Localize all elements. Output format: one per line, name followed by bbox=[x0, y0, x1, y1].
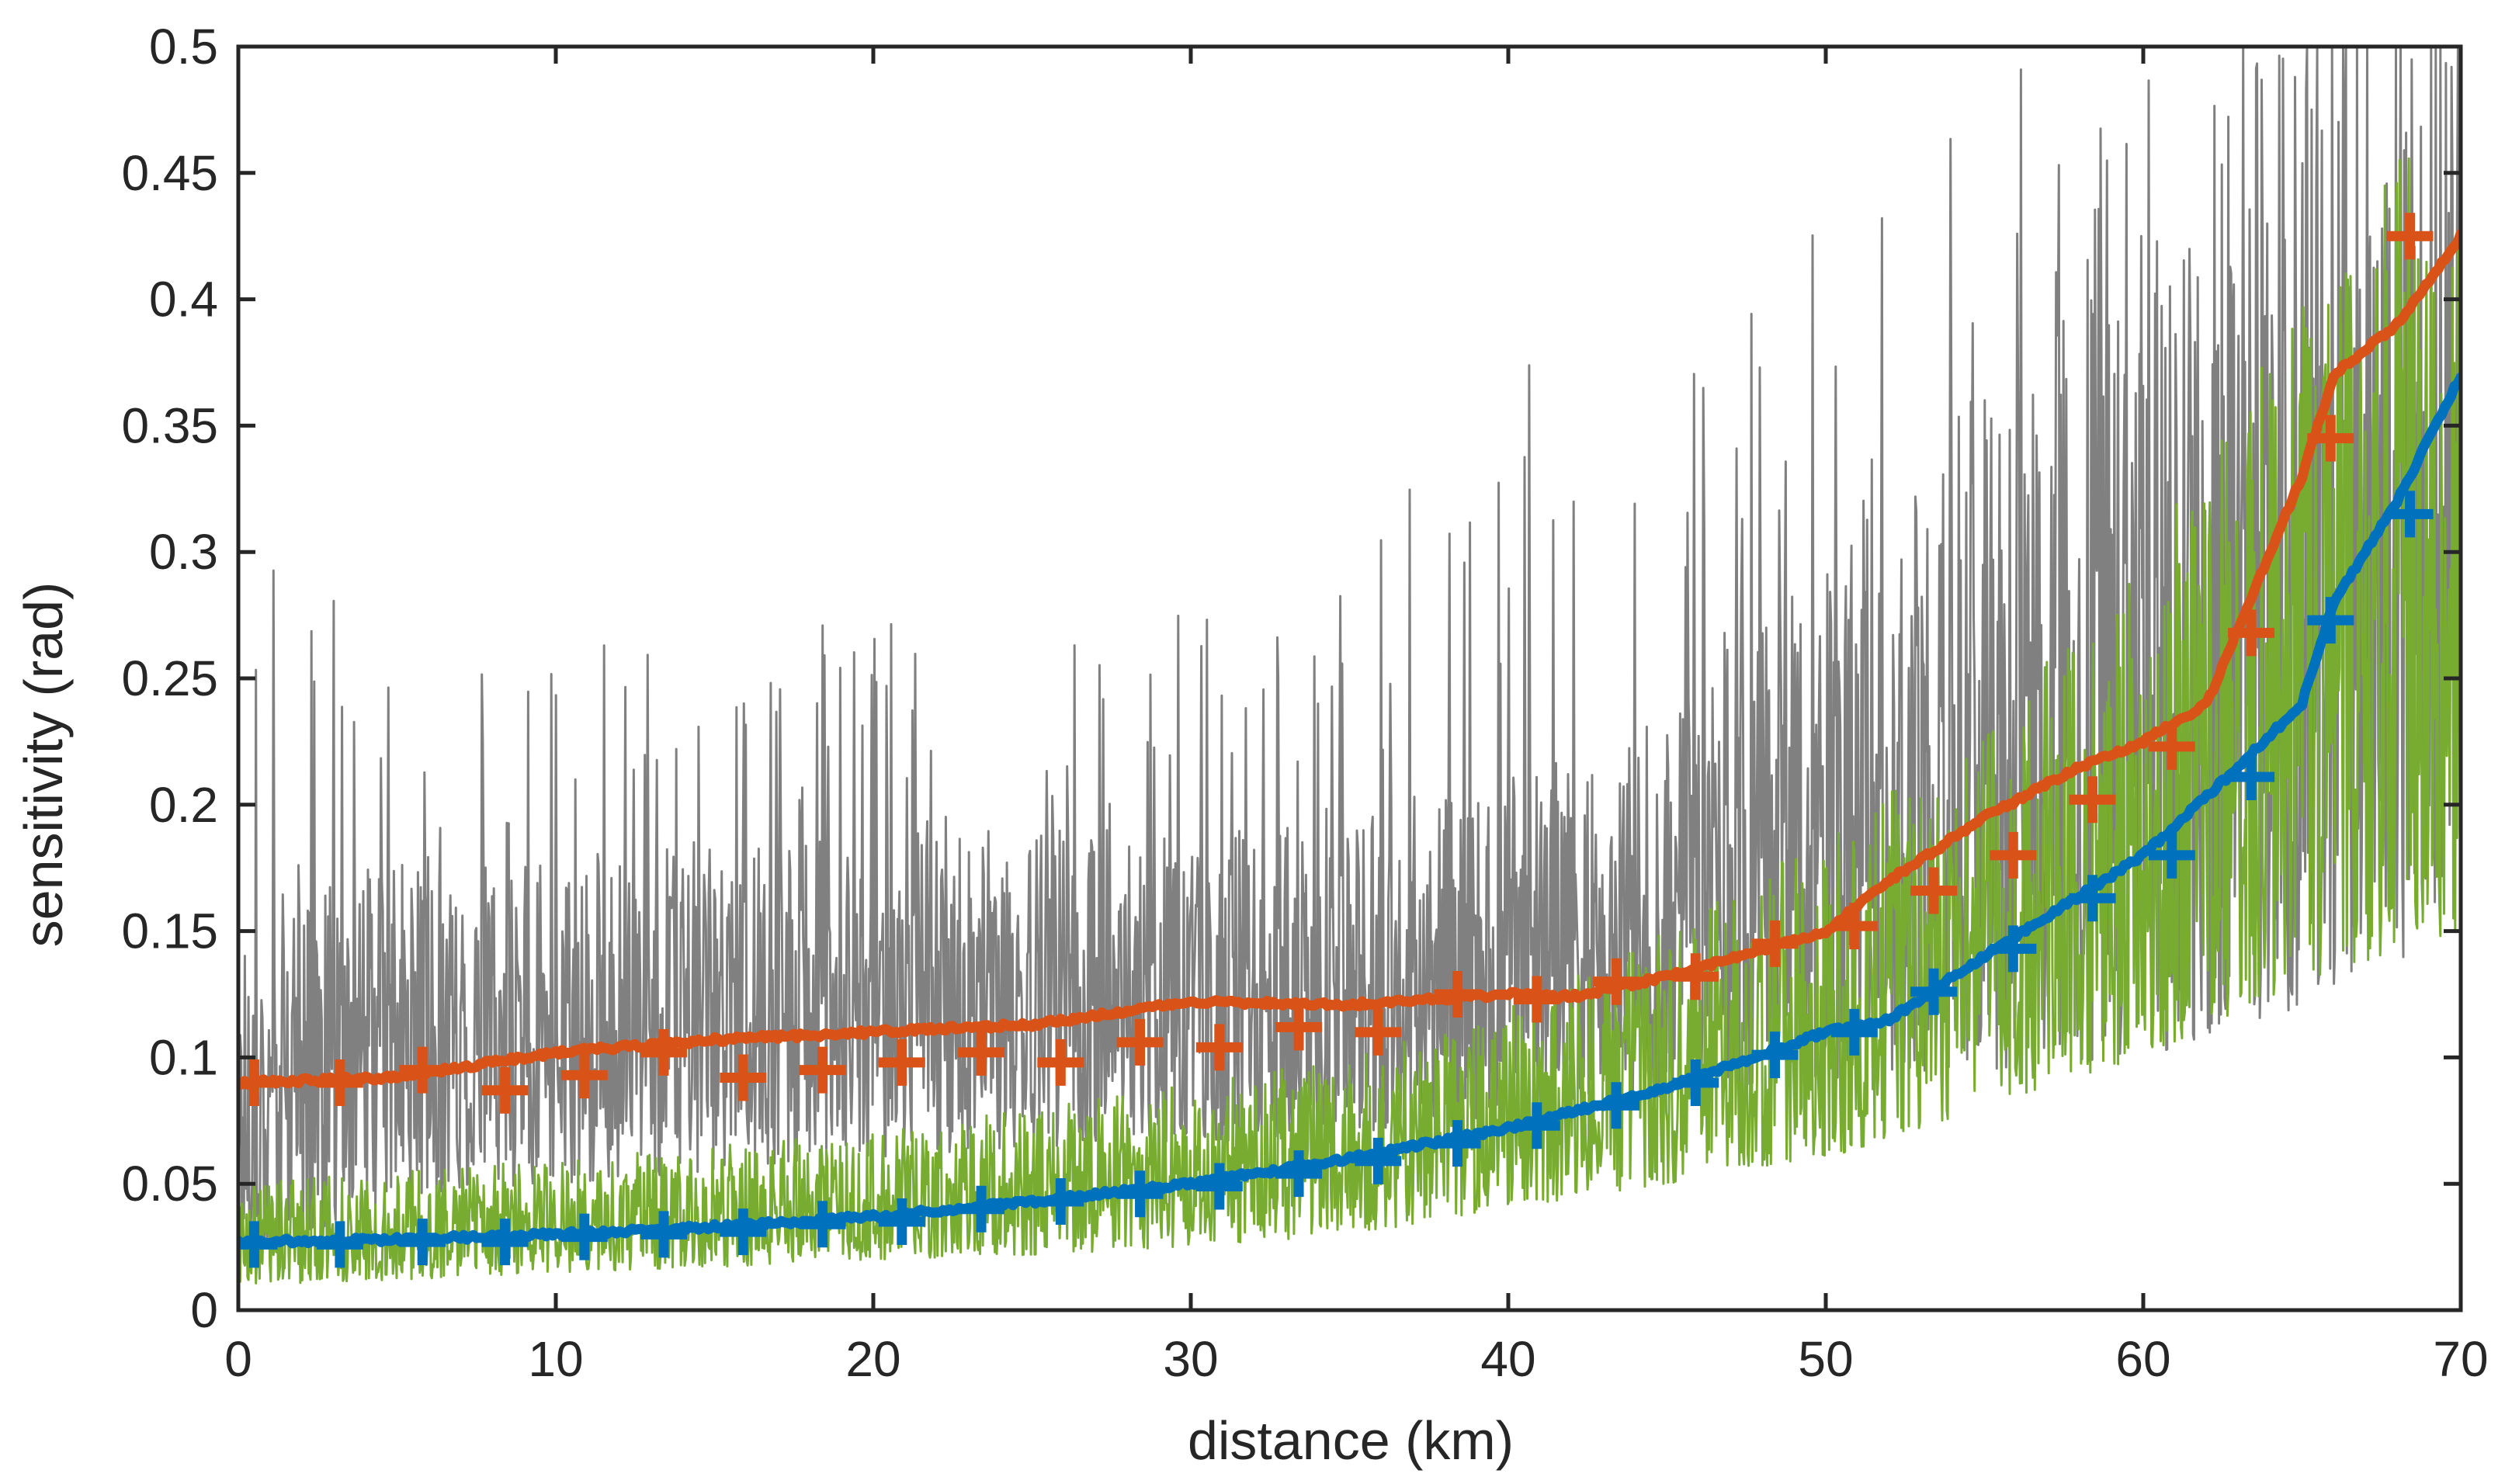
noise-traces bbox=[238, 47, 2461, 1285]
blue-marker-7 bbox=[799, 1201, 846, 1248]
blue-marker-4 bbox=[560, 1213, 608, 1260]
orange-marker-4 bbox=[560, 1052, 608, 1099]
x-tick-label-7: 70 bbox=[2433, 1331, 2488, 1387]
orange-marker-9 bbox=[958, 1028, 1005, 1076]
orange-marker-17 bbox=[1593, 958, 1640, 1005]
y-tick-label-6: 0.3 bbox=[149, 524, 218, 580]
blue-marker-14 bbox=[1355, 1137, 1402, 1184]
orange-marker-11 bbox=[1116, 1018, 1164, 1066]
y-tick-label-0: 0 bbox=[190, 1282, 218, 1338]
y-tick-label-1: 0.05 bbox=[121, 1156, 218, 1212]
x-tick-label-1: 10 bbox=[528, 1331, 583, 1387]
y-tick-label-2: 0.1 bbox=[149, 1029, 218, 1085]
orange-marker-22 bbox=[1990, 831, 2037, 879]
orange-marker-13 bbox=[1275, 1004, 1323, 1051]
orange-marker-21 bbox=[1910, 867, 1958, 914]
blue-marker-12 bbox=[1195, 1163, 1243, 1210]
orange-line bbox=[238, 228, 2461, 1090]
y-axis-label: sensitivity (rad) bbox=[13, 582, 74, 948]
orange-marker-27 bbox=[2386, 213, 2434, 260]
orange-marker-15 bbox=[1434, 971, 1481, 1018]
axes: 0 10 20 30 40 50 60 70 0 0.05 0.1 0.15 0.2 0.25 0.3 0.3… bbox=[121, 19, 2488, 1387]
blue-marker-25 bbox=[2228, 753, 2275, 800]
orange-marker-16 bbox=[1513, 976, 1560, 1023]
orange-marker-12 bbox=[1195, 1024, 1243, 1071]
blue-marker-8 bbox=[878, 1198, 925, 1246]
blue-marker-18 bbox=[1672, 1059, 1719, 1106]
blue-marker-27 bbox=[2386, 491, 2434, 538]
x-tick-label-0: 0 bbox=[224, 1331, 252, 1387]
blue-marker-9 bbox=[958, 1185, 1005, 1233]
y-tick-label-9: 0.45 bbox=[121, 145, 218, 201]
y-tick-label-7: 0.35 bbox=[121, 397, 218, 453]
x-tick-label-6: 60 bbox=[2115, 1331, 2170, 1387]
orange-marker-1 bbox=[316, 1059, 363, 1106]
blue-marker-21 bbox=[1910, 968, 1958, 1015]
blue-marker-2 bbox=[399, 1219, 446, 1266]
blue-marker-19 bbox=[1751, 1032, 1799, 1079]
x-tick-label-2: 20 bbox=[845, 1331, 900, 1387]
orange-marker-24 bbox=[2148, 723, 2195, 770]
orange-marker-19 bbox=[1751, 920, 1799, 967]
blue-marker-23 bbox=[2069, 875, 2116, 922]
blue-marker-24 bbox=[2148, 831, 2195, 879]
blue-marker-5 bbox=[640, 1211, 688, 1258]
y-tick-label-8: 0.4 bbox=[149, 272, 218, 328]
orange-marker-25 bbox=[2228, 609, 2275, 657]
blue-marker-15 bbox=[1434, 1120, 1481, 1167]
blue-marker-16 bbox=[1513, 1102, 1560, 1149]
orange-marker-3 bbox=[481, 1066, 529, 1114]
blue-marker-10 bbox=[1037, 1177, 1084, 1225]
blue-marker-11 bbox=[1116, 1170, 1164, 1218]
orange-marker-10 bbox=[1037, 1038, 1084, 1086]
x-tick-label-4: 40 bbox=[1480, 1331, 1535, 1387]
blue-marker-26 bbox=[2307, 597, 2354, 644]
blue-marker-17 bbox=[1593, 1082, 1640, 1129]
orange-marker-23 bbox=[2069, 776, 2116, 823]
blue-marker-1 bbox=[316, 1221, 363, 1268]
orange-marker-26 bbox=[2307, 414, 2354, 462]
y-tick-label-5: 0.25 bbox=[121, 650, 218, 706]
orange-marker-14 bbox=[1355, 1008, 1402, 1056]
blue-marker-6 bbox=[720, 1208, 767, 1256]
y-tick-label-3: 0.15 bbox=[121, 903, 218, 959]
orange-marker-2 bbox=[399, 1046, 446, 1094]
blue-marker-22 bbox=[1990, 925, 2037, 973]
blue-marker-3 bbox=[481, 1219, 529, 1266]
blue-marker-13 bbox=[1275, 1150, 1323, 1198]
orange-marker-7 bbox=[799, 1046, 846, 1094]
orange-marker-18 bbox=[1672, 953, 1719, 1000]
x-axis-label: distance (km) bbox=[1188, 1410, 1514, 1471]
blue-marker-20 bbox=[1830, 1008, 1878, 1056]
orange-marker-20 bbox=[1830, 903, 1878, 950]
orange-marker-8 bbox=[878, 1038, 925, 1086]
orange-marker-5 bbox=[640, 1028, 688, 1076]
x-tick-label-3: 30 bbox=[1163, 1331, 1218, 1387]
orange-marker-6 bbox=[720, 1054, 767, 1101]
y-tick-label-4: 0.2 bbox=[149, 777, 218, 833]
x-tick-label-5: 50 bbox=[1798, 1331, 1853, 1387]
y-tick-label-10: 0.5 bbox=[149, 19, 218, 75]
